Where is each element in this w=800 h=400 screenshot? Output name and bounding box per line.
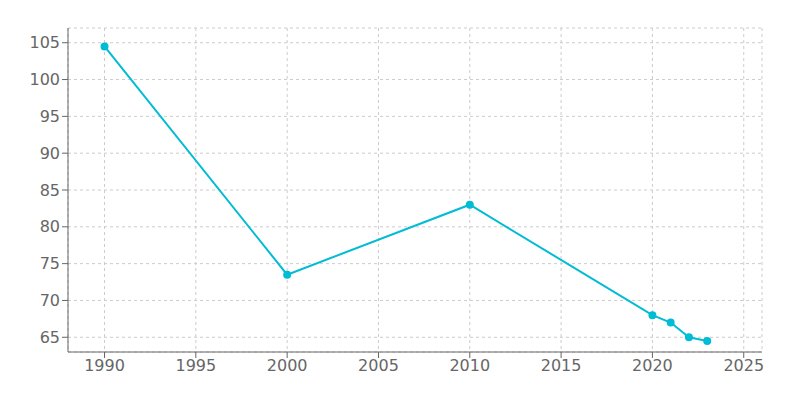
svg-text:1995: 1995 <box>175 356 216 375</box>
svg-text:80: 80 <box>40 217 60 236</box>
svg-text:2015: 2015 <box>541 356 582 375</box>
svg-text:75: 75 <box>40 254 60 273</box>
svg-text:105: 105 <box>29 33 60 52</box>
svg-text:1990: 1990 <box>84 356 125 375</box>
svg-text:65: 65 <box>40 328 60 347</box>
svg-text:2000: 2000 <box>267 356 308 375</box>
svg-text:90: 90 <box>40 144 60 163</box>
svg-text:100: 100 <box>29 70 60 89</box>
svg-text:2005: 2005 <box>358 356 399 375</box>
svg-text:95: 95 <box>40 107 60 126</box>
svg-text:85: 85 <box>40 181 60 200</box>
svg-text:70: 70 <box>40 291 60 310</box>
svg-text:2020: 2020 <box>632 356 673 375</box>
svg-text:2010: 2010 <box>449 356 490 375</box>
svg-text:2025: 2025 <box>723 356 764 375</box>
